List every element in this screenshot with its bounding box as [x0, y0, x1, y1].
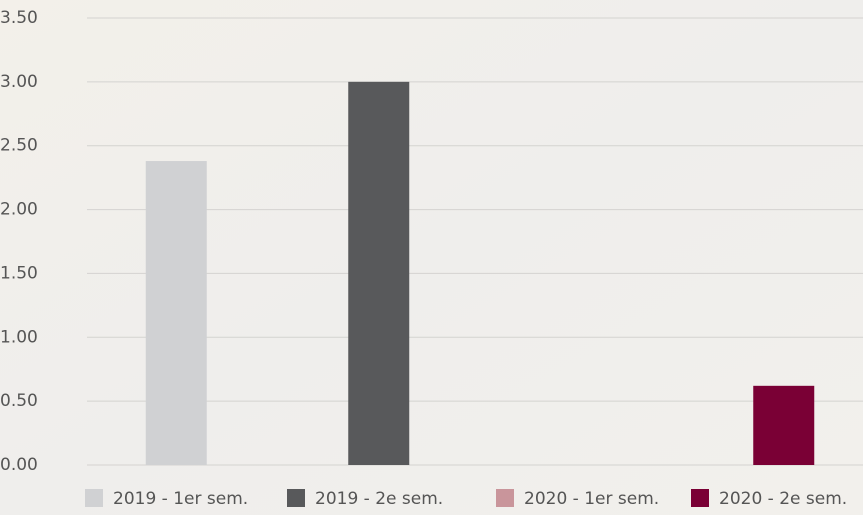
- legend-swatch: [496, 489, 514, 507]
- chart: 0.00 0.50 1.00 1.50 2.00 2.50 3.00 3.50 2019 - 1…: [0, 0, 863, 515]
- bar: [348, 82, 409, 465]
- legend-label: 2019 - 2e sem.: [315, 489, 443, 509]
- y-tick-label: 1.50: [0, 263, 38, 283]
- y-tick-label: 2.00: [0, 200, 38, 220]
- bar: [146, 161, 207, 465]
- y-tick-label: 2.50: [0, 136, 38, 156]
- y-tick-label: 3.50: [0, 8, 38, 28]
- legend-label: 2019 - 1er sem.: [113, 489, 248, 509]
- y-tick-label: 0.50: [0, 391, 38, 411]
- background: [0, 0, 863, 515]
- y-tick-label: 0.00: [0, 455, 38, 475]
- y-tick-label: 3.00: [0, 72, 38, 92]
- legend-swatch: [691, 489, 709, 507]
- legend-label: 2020 - 2e sem.: [719, 489, 847, 509]
- bar: [753, 386, 814, 465]
- legend-swatch: [85, 489, 103, 507]
- legend-swatch: [287, 489, 305, 507]
- legend-label: 2020 - 1er sem.: [524, 489, 659, 509]
- y-tick-label: 1.00: [0, 327, 38, 347]
